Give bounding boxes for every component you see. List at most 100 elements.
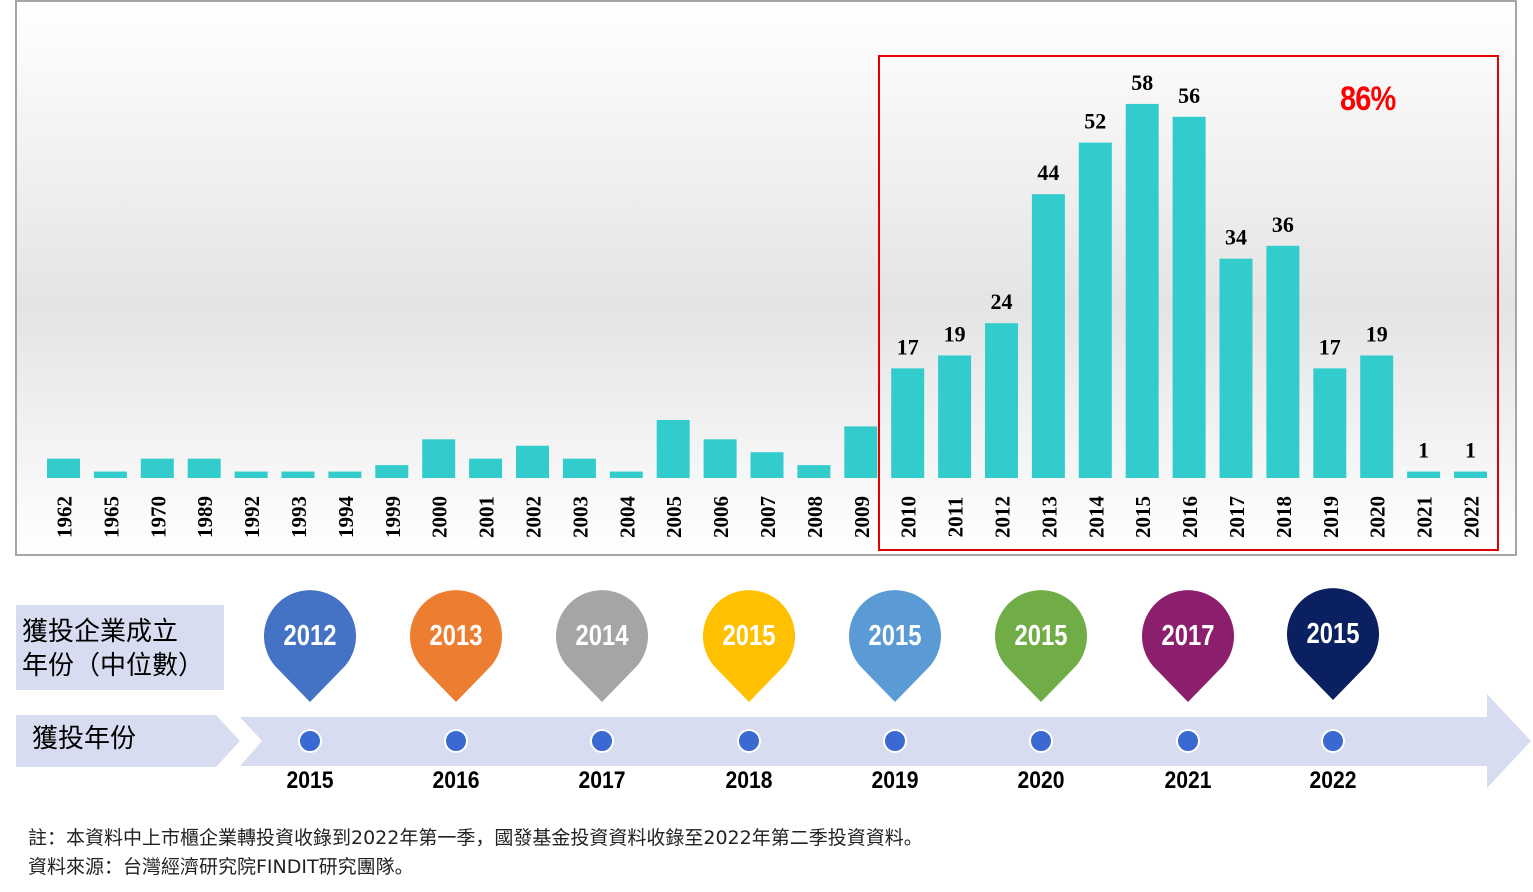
median-year-text: 2015 [722,620,776,652]
bar-2000 [422,439,456,478]
data-label-2011: 19 [944,321,966,346]
bar-2006 [703,439,737,478]
median-year-pin: 2015 [1286,588,1380,703]
data-label-2022: 1 [1465,438,1476,463]
bar-2022 [1454,471,1487,478]
bar-1993 [281,471,315,478]
tick-label-2012: 2012 [991,496,1015,538]
bar-2016 [1172,116,1206,479]
median-year-text: 2012 [283,620,337,652]
bar-2008 [797,465,831,478]
bar-2019 [1313,368,1347,478]
bar-2011 [938,355,972,478]
timeline-dot [737,729,761,753]
bar-2010 [891,368,925,478]
median-year-pin: 2015 [702,590,796,705]
bar-1965 [93,471,127,478]
tick-label-2007: 2007 [756,496,780,538]
bar-2012 [985,323,1018,478]
bar-1992 [234,471,268,478]
investment-year-label: 獲投年份 [16,715,216,767]
note-line: 註：本資料中上市櫃企業轉投資收錄到2022年第一季，國發基金投資資料收錄至202… [28,827,923,849]
tick-label-2011: 2011 [944,497,968,538]
timeline-dot [444,729,468,753]
timeline-dot [590,729,614,753]
data-label-2016: 56 [1178,83,1200,108]
bar-2015 [1125,103,1159,479]
tick-label-2010: 2010 [897,496,921,538]
bar-1962 [47,458,80,478]
tick-label-2008: 2008 [803,496,827,538]
tick-label-2020: 2020 [1366,496,1390,538]
bar-chart: 1962 1965 1970 1989 1992 1993 1994 1999 2000 2001… [47,55,1499,551]
investment-year-2017: 2017 [578,767,626,794]
investment-year-2022: 2022 [1309,767,1357,794]
data-label-2021: 1 [1418,438,1429,463]
tick-label-2016: 2016 [1178,496,1202,538]
median-year-text: 2013 [429,620,483,652]
bar-2001 [469,458,503,478]
investment-year-2016: 2016 [432,767,480,794]
tick-label-2015: 2015 [1131,496,1155,538]
bar-2018 [1266,245,1300,478]
highlight-box [878,55,1499,551]
tick-label-2001: 2001 [475,496,499,538]
tick-label-1994: 1994 [334,496,358,539]
founding-label-line2: 年份（中位數） [22,651,205,681]
timeline-dot [1029,729,1053,753]
bar-2007 [750,452,784,478]
data-label-2015: 58 [1131,70,1153,95]
investment-year-2020: 2020 [1017,767,1065,794]
investment-year-2021: 2021 [1164,767,1212,794]
tick-label-2014: 2014 [1084,496,1108,539]
timeline-dot [883,729,907,753]
tick-label-1993: 1993 [287,496,311,538]
tick-label-2000: 2000 [428,496,452,538]
bar-2003 [562,458,596,478]
bar-2014 [1078,142,1112,478]
tick-label-1999: 1999 [381,496,405,538]
tick-label-2013: 2013 [1037,496,1061,538]
bar-2005 [656,419,690,478]
tick-label-1962: 1962 [53,496,77,538]
median-year-pin: 2012 [263,590,357,705]
bar-1989 [187,458,221,478]
bar-1999 [375,465,409,478]
median-year-pin: 2014 [555,590,649,705]
median-year-text: 2015 [1306,618,1360,650]
bar-2013 [1031,194,1065,478]
tick-label-2004: 2004 [615,496,639,539]
source-line: 資料來源：台灣經濟研究院FINDIT研究團隊。 [28,856,414,878]
investment-year-2018: 2018 [725,767,773,794]
median-year-pin: 2015 [848,590,942,705]
data-label-2019: 17 [1319,334,1341,359]
median-year-text: 2017 [1161,620,1215,652]
bar-2002 [516,445,549,478]
median-year-pin: 2017 [1141,590,1235,705]
tick-label-2006: 2006 [709,496,733,538]
highlight-percentage: 86% [1340,80,1396,118]
bar-2009 [844,426,878,478]
tick-label-2019: 2019 [1319,496,1343,538]
data-label-2014: 52 [1084,109,1106,134]
timeline-dot [1176,729,1200,753]
bar-1994 [328,471,362,478]
median-year-pin: 2013 [409,590,503,705]
data-label-2013: 44 [1037,160,1059,185]
tick-label-2005: 2005 [662,496,686,538]
bar-2004 [609,471,643,478]
tick-label-2002: 2002 [522,496,546,538]
tick-label-1989: 1989 [193,496,217,538]
bar-2020 [1360,355,1394,478]
data-label-2018: 36 [1272,212,1294,237]
median-year-text: 2015 [868,620,922,652]
median-year-pin: 2015 [994,590,1088,705]
data-label-2010: 17 [897,334,919,359]
investment-year-2015: 2015 [286,767,334,794]
data-label-2012: 24 [991,289,1013,314]
tick-label-1992: 1992 [240,496,264,538]
tick-label-2018: 2018 [1272,496,1296,538]
investment-label-arrow-tip [216,715,240,767]
tick-label-2022: 2022 [1460,496,1484,538]
tick-label-2017: 2017 [1225,496,1249,538]
